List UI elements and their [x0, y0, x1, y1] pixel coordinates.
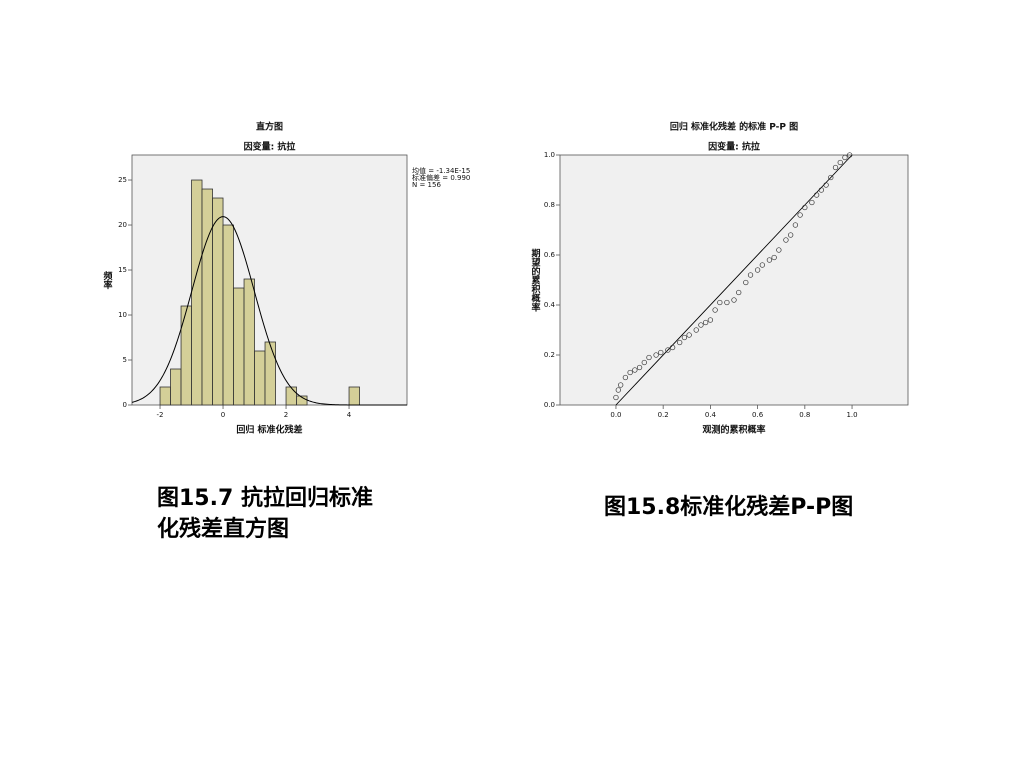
point [828, 174, 834, 181]
bar [159, 386, 171, 406]
point [646, 354, 652, 361]
point [747, 272, 754, 278]
point [641, 359, 647, 366]
point [677, 339, 683, 346]
y-tick-label: 0.4 [544, 301, 556, 309]
bar [170, 368, 182, 406]
normal-curve [131, 216, 407, 406]
point [754, 267, 761, 273]
point [788, 232, 794, 238]
bar [254, 350, 266, 406]
point [776, 247, 782, 253]
point [686, 332, 692, 338]
point [736, 289, 742, 296]
point [658, 349, 664, 356]
x-tick-label: 0.2 [658, 411, 669, 419]
point [632, 367, 638, 373]
y-axis-label: 期望的累积概率 [530, 247, 541, 312]
point [724, 299, 730, 306]
point [622, 374, 629, 381]
point [703, 319, 709, 326]
point [842, 154, 848, 161]
bar [222, 224, 234, 406]
y-tick-label: 20 [118, 221, 127, 229]
y-tick-label: 15 [118, 266, 127, 274]
point [771, 254, 777, 261]
point [665, 347, 671, 353]
y-tick-label: 0.2 [544, 351, 555, 359]
point [823, 182, 829, 188]
point [783, 237, 789, 243]
bar [243, 278, 255, 406]
point [627, 369, 633, 376]
x-axis-label: 观测的累积概率 [702, 424, 765, 436]
point [837, 159, 843, 166]
chart-subtitle: 因变量: 抗拉 [708, 141, 760, 153]
point [813, 192, 820, 198]
caption: 图15.8标准化残差P-P图 [604, 495, 854, 520]
point [615, 387, 621, 393]
point [653, 352, 659, 358]
point [797, 212, 803, 218]
point [693, 327, 699, 333]
chart-title: 回归 标准化残差 的标准 P-P 图 [670, 121, 798, 133]
point [636, 364, 643, 371]
point [818, 187, 825, 193]
stat-label: 标准偏差 = 0.990 [412, 173, 470, 182]
point [832, 164, 839, 171]
point [698, 322, 704, 328]
point [613, 394, 619, 401]
point [766, 257, 773, 263]
bar [285, 386, 297, 406]
point [618, 382, 624, 388]
y-axis-label: 频率 [102, 270, 113, 290]
stat-label: N = 156 [412, 181, 441, 189]
point [731, 297, 737, 303]
x-tick-label: 0 [221, 411, 225, 419]
x-tick-label: 0.6 [752, 411, 764, 419]
x-tick-label: 0.8 [799, 411, 810, 419]
y-tick-label: 5 [123, 356, 127, 364]
bar [233, 287, 245, 406]
reference-line [615, 154, 853, 406]
x-axis-label: 回归 标准化残差 [236, 424, 302, 436]
x-tick-label: -2 [157, 411, 164, 419]
y-tick-label: 1.0 [544, 151, 555, 159]
chart-title: 直方图 [256, 121, 283, 133]
x-tick-label: 0.0 [610, 411, 621, 419]
point [847, 152, 853, 158]
bar [264, 341, 276, 406]
point [743, 279, 749, 286]
y-tick-label: 0 [123, 401, 127, 409]
point [792, 222, 799, 228]
x-tick-label: 0.4 [705, 411, 717, 419]
bar [201, 188, 213, 406]
point [712, 307, 718, 313]
point [681, 334, 688, 341]
point [669, 344, 676, 351]
bar [212, 197, 224, 406]
x-tick-label: 2 [284, 411, 288, 419]
point [707, 317, 714, 323]
x-tick-label: 1.0 [846, 411, 857, 419]
chart-subtitle: 因变量: 抗拉 [244, 141, 296, 153]
bar [348, 386, 360, 406]
y-tick-label: 0.8 [544, 201, 555, 209]
bar [191, 179, 203, 406]
point [802, 204, 808, 211]
caption: 图15.7 抗拉回归标准化残差直方图 [157, 486, 373, 542]
point [759, 262, 765, 268]
bar [180, 305, 192, 406]
y-tick-label: 0.6 [544, 251, 556, 259]
stat-label: 均值 = -1.34E-15 [412, 166, 470, 175]
y-tick-label: 0.0 [544, 401, 555, 409]
x-tick-label: 4 [347, 411, 352, 419]
point [809, 199, 815, 206]
point [717, 299, 723, 306]
y-tick-label: 10 [118, 311, 127, 319]
y-tick-label: 25 [118, 176, 127, 184]
